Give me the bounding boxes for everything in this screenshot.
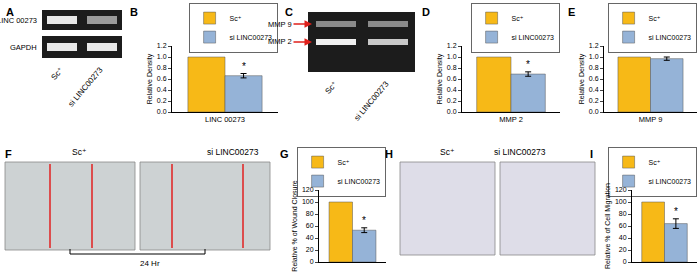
svg-text:GAPDH: GAPDH — [10, 43, 37, 52]
svg-text:60: 60 — [306, 222, 314, 229]
svg-text:si LINC00273: si LINC00273 — [230, 34, 273, 41]
svg-text:MMP 9: MMP 9 — [268, 20, 292, 29]
svg-text:*: * — [362, 215, 366, 226]
svg-text:1.0: 1.0 — [157, 53, 167, 60]
svg-text:0.2: 0.2 — [589, 97, 599, 104]
svg-text:0.0: 0.0 — [589, 108, 599, 115]
svg-text:Sc⁺: Sc⁺ — [649, 15, 661, 22]
svg-text:0.4: 0.4 — [589, 86, 599, 93]
svg-text:Sc⁺: Sc⁺ — [72, 147, 86, 157]
svg-text:60: 60 — [619, 222, 627, 229]
svg-text:G: G — [280, 148, 289, 160]
svg-text:LINC 00273: LINC 00273 — [0, 16, 37, 25]
svg-text:*: * — [674, 206, 678, 217]
svg-text:80: 80 — [306, 210, 314, 217]
svg-text:40: 40 — [619, 234, 627, 241]
svg-text:MMP 2: MMP 2 — [499, 115, 523, 124]
svg-text:si LINC00273: si LINC00273 — [352, 79, 390, 122]
svg-text:Sc⁺: Sc⁺ — [440, 147, 454, 157]
svg-text:0: 0 — [623, 258, 627, 265]
svg-text:Sc⁺: Sc⁺ — [323, 80, 339, 96]
svg-text:0.0: 0.0 — [157, 108, 167, 115]
svg-text:si LINC00273: si LINC00273 — [649, 34, 692, 41]
svg-text:0: 0 — [310, 258, 314, 265]
svg-text:Sc⁺: Sc⁺ — [649, 159, 661, 166]
svg-text:si LINC00273: si LINC00273 — [494, 147, 546, 157]
svg-text:*: * — [242, 61, 246, 72]
svg-text:Sc⁺: Sc⁺ — [49, 66, 65, 82]
svg-text:H: H — [385, 148, 393, 160]
svg-text:0.0: 0.0 — [447, 108, 457, 115]
svg-text:1.2: 1.2 — [447, 42, 457, 49]
svg-text:1.0: 1.0 — [589, 53, 599, 60]
svg-text:0.6: 0.6 — [157, 75, 167, 82]
svg-text:C: C — [285, 6, 293, 18]
svg-text:Relative Density: Relative Density — [578, 53, 586, 104]
svg-text:si LINC00273: si LINC00273 — [512, 34, 555, 41]
svg-text:F: F — [5, 148, 12, 160]
svg-text:40: 40 — [306, 234, 314, 241]
svg-text:0.6: 0.6 — [589, 75, 599, 82]
svg-text:1.2: 1.2 — [157, 42, 167, 49]
svg-text:*: * — [526, 59, 530, 70]
svg-text:MMP 9: MMP 9 — [639, 115, 663, 124]
svg-text:si LINC00273: si LINC00273 — [207, 147, 259, 157]
svg-text:0.8: 0.8 — [447, 64, 457, 71]
svg-text:0.4: 0.4 — [157, 86, 167, 93]
svg-text:Sc⁺: Sc⁺ — [512, 15, 524, 22]
svg-text:1.2: 1.2 — [589, 42, 599, 49]
svg-text:Relative Density: Relative Density — [436, 53, 444, 104]
svg-text:A: A — [6, 6, 14, 18]
svg-text:E: E — [568, 6, 575, 18]
svg-text:D: D — [422, 6, 430, 18]
svg-text:Relative % of Wound Closure: Relative % of Wound Closure — [291, 180, 298, 271]
svg-text:si LINC00273: si LINC00273 — [66, 65, 104, 108]
svg-text:LINC 00273: LINC 00273 — [205, 115, 245, 124]
svg-text:80: 80 — [619, 210, 627, 217]
svg-text:si LINC00273: si LINC00273 — [649, 178, 692, 185]
svg-text:Relative % of Cell Migration: Relative % of Cell Migration — [604, 183, 612, 269]
svg-text:24 Hr: 24 Hr — [140, 259, 160, 268]
svg-text:I: I — [590, 148, 593, 160]
svg-text:si LINC00273: si LINC00273 — [338, 178, 381, 185]
svg-text:0.8: 0.8 — [589, 64, 599, 71]
svg-text:Relative Density: Relative Density — [146, 53, 154, 104]
svg-text:0.4: 0.4 — [447, 86, 457, 93]
svg-text:Sc⁺: Sc⁺ — [338, 159, 350, 166]
svg-text:0.8: 0.8 — [157, 64, 167, 71]
svg-text:B: B — [130, 6, 138, 18]
svg-text:20: 20 — [306, 246, 314, 253]
svg-text:0.2: 0.2 — [157, 97, 167, 104]
svg-text:100: 100 — [302, 198, 314, 205]
svg-text:100: 100 — [615, 198, 627, 205]
svg-text:1.0: 1.0 — [447, 53, 457, 60]
svg-text:0.6: 0.6 — [447, 75, 457, 82]
svg-text:20: 20 — [619, 246, 627, 253]
svg-text:0.2: 0.2 — [447, 97, 457, 104]
svg-text:Sc⁺: Sc⁺ — [230, 15, 242, 22]
svg-text:MMP 2: MMP 2 — [268, 37, 292, 46]
